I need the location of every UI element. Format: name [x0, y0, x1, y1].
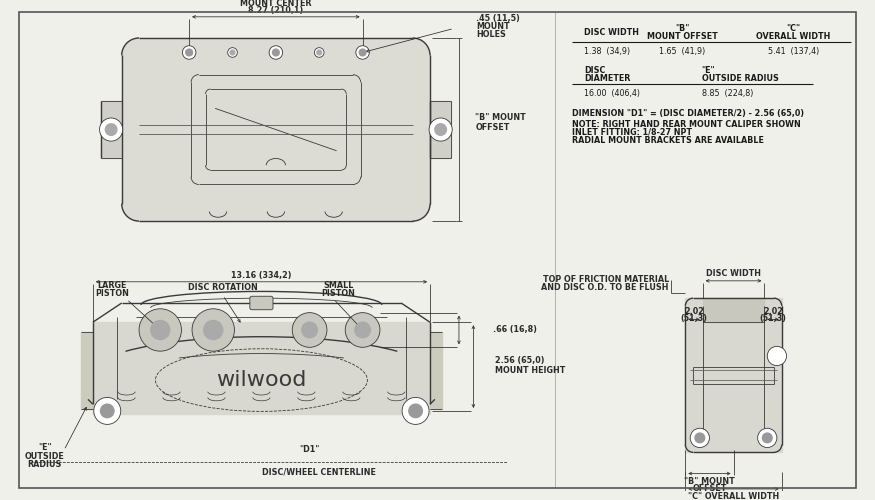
Text: 1.65  (41,9): 1.65 (41,9) [660, 47, 705, 56]
Text: DISC/WHEEL CENTERLINE: DISC/WHEEL CENTERLINE [262, 467, 376, 476]
Circle shape [409, 404, 423, 417]
Circle shape [767, 346, 787, 366]
Text: (51,3): (51,3) [681, 314, 708, 323]
Text: 16.00  (406,4): 16.00 (406,4) [584, 90, 640, 98]
Text: PISTON: PISTON [95, 289, 129, 298]
Text: OUTSIDE RADIUS: OUTSIDE RADIUS [702, 74, 779, 83]
Circle shape [122, 38, 157, 72]
Text: LARGE: LARGE [97, 281, 127, 290]
Circle shape [150, 320, 170, 340]
Text: MOUNT OFFSET: MOUNT OFFSET [648, 32, 718, 40]
Text: OFFSET: OFFSET [692, 484, 726, 494]
Text: "B": "B" [676, 24, 690, 33]
Circle shape [396, 38, 430, 72]
Text: "B" MOUNT: "B" MOUNT [684, 476, 735, 486]
Text: RADIUS: RADIUS [27, 460, 62, 469]
Circle shape [758, 428, 777, 448]
Circle shape [429, 118, 452, 141]
Text: DISC WIDTH: DISC WIDTH [706, 268, 761, 278]
Text: PISTON: PISTON [322, 289, 355, 298]
Circle shape [105, 124, 117, 136]
Text: 13.16 (334,2): 13.16 (334,2) [231, 270, 291, 280]
Circle shape [272, 49, 279, 56]
Text: TOP OF FRICTION MATERIAL: TOP OF FRICTION MATERIAL [542, 276, 669, 284]
Polygon shape [703, 298, 765, 322]
Text: MOUNT CENTER: MOUNT CENTER [240, 0, 312, 8]
Circle shape [402, 398, 429, 424]
Polygon shape [101, 100, 122, 158]
Polygon shape [93, 322, 430, 414]
Polygon shape [81, 332, 93, 409]
Text: "E": "E" [38, 443, 52, 452]
Circle shape [230, 50, 234, 55]
Polygon shape [685, 298, 781, 452]
Circle shape [360, 49, 366, 56]
Text: .66 (16,8): .66 (16,8) [493, 326, 536, 334]
Text: wilwood: wilwood [216, 370, 306, 390]
Circle shape [314, 48, 324, 58]
Text: DISC: DISC [584, 66, 605, 76]
Text: MOUNT HEIGHT: MOUNT HEIGHT [494, 366, 565, 375]
Text: AND DISC O.D. TO BE FLUSH: AND DISC O.D. TO BE FLUSH [542, 283, 669, 292]
Text: 2.56 (65,0): 2.56 (65,0) [494, 356, 544, 366]
Text: DIMENSION "D1" = (DISC DIAMETER/2) - 2.56 (65,0): DIMENSION "D1" = (DISC DIAMETER/2) - 2.5… [571, 108, 804, 118]
Circle shape [122, 186, 157, 221]
Text: 1.38  (34,9): 1.38 (34,9) [584, 47, 630, 56]
Text: 2.02: 2.02 [763, 307, 783, 316]
Polygon shape [430, 100, 452, 158]
Circle shape [101, 404, 114, 417]
Circle shape [435, 124, 446, 136]
Text: 5.41  (137,4): 5.41 (137,4) [767, 47, 819, 56]
Text: "C": "C" [787, 24, 801, 33]
Polygon shape [122, 56, 430, 204]
Circle shape [228, 48, 237, 58]
Circle shape [690, 428, 710, 448]
Text: SMALL: SMALL [324, 281, 354, 290]
Text: "B" MOUNT: "B" MOUNT [475, 114, 526, 122]
Circle shape [186, 49, 192, 56]
Text: NOTE: RIGHT HAND REAR MOUNT CALIPER SHOWN: NOTE: RIGHT HAND REAR MOUNT CALIPER SHOW… [571, 120, 801, 129]
Text: HOLES: HOLES [476, 30, 506, 38]
Polygon shape [430, 332, 442, 409]
Circle shape [762, 433, 772, 442]
Text: 2.02: 2.02 [684, 307, 704, 316]
Text: DISC ROTATION: DISC ROTATION [188, 283, 258, 292]
Circle shape [204, 320, 223, 340]
Circle shape [346, 312, 380, 348]
Circle shape [139, 309, 181, 351]
Text: "D1": "D1" [299, 445, 319, 454]
Text: (51,3): (51,3) [760, 314, 787, 323]
Circle shape [94, 398, 121, 424]
Circle shape [354, 322, 370, 338]
Text: INLET FITTING: 1/8-27 NPT: INLET FITTING: 1/8-27 NPT [571, 128, 691, 137]
Text: OVERALL WIDTH: OVERALL WIDTH [756, 32, 830, 40]
Text: OFFSET: OFFSET [475, 123, 510, 132]
Text: "C" OVERALL WIDTH: "C" OVERALL WIDTH [688, 492, 779, 500]
Text: OUTSIDE: OUTSIDE [24, 452, 65, 460]
Text: RADIAL MOUNT BRACKETS ARE AVAILABLE: RADIAL MOUNT BRACKETS ARE AVAILABLE [571, 136, 764, 144]
Circle shape [100, 118, 122, 141]
Circle shape [192, 309, 234, 351]
Circle shape [292, 312, 327, 348]
Text: .45 (11,5): .45 (11,5) [476, 14, 520, 24]
Text: DIAMETER: DIAMETER [584, 74, 631, 83]
Circle shape [317, 50, 322, 55]
Circle shape [182, 46, 196, 59]
Polygon shape [139, 38, 413, 221]
Text: 8.27 (210,1): 8.27 (210,1) [248, 6, 304, 15]
Text: "E": "E" [702, 66, 716, 76]
Text: 8.85  (224,8): 8.85 (224,8) [702, 90, 753, 98]
Circle shape [356, 46, 369, 59]
Circle shape [695, 433, 704, 442]
Circle shape [396, 186, 430, 221]
Text: DISC WIDTH: DISC WIDTH [584, 28, 640, 36]
Circle shape [270, 46, 283, 59]
Text: MOUNT: MOUNT [476, 22, 510, 31]
FancyBboxPatch shape [250, 296, 273, 310]
Circle shape [302, 322, 318, 338]
